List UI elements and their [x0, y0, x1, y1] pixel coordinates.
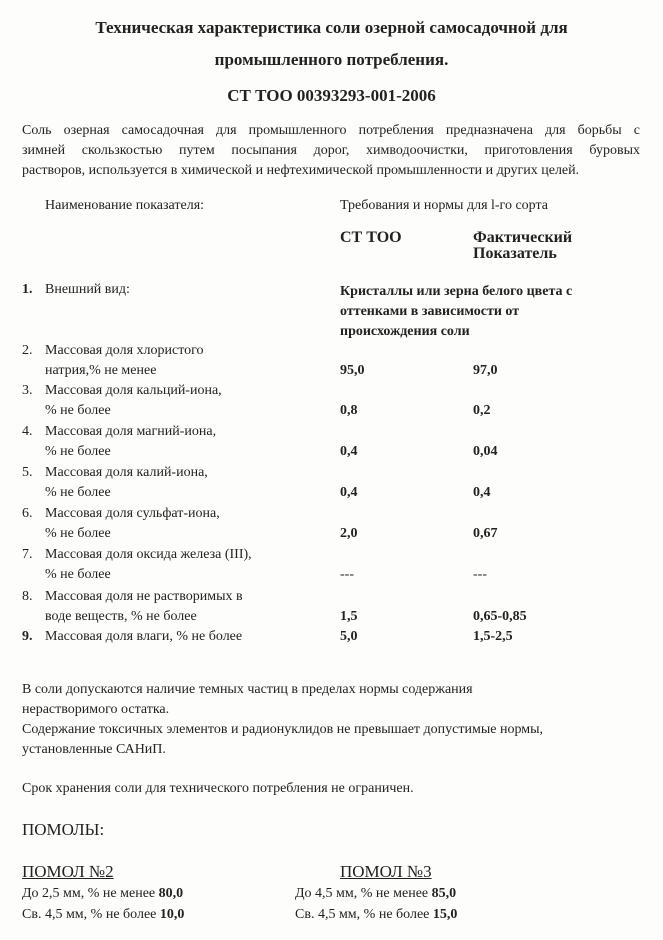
row-std: 0,8 [340, 403, 358, 418]
grind-2-line-1: До 2,5 мм, % не менее 80,0 [22, 884, 183, 904]
grind-value: 85,0 [431, 886, 457, 901]
row-actual: 0,67 [473, 526, 498, 541]
column-actual-2: Показатель [473, 245, 557, 262]
row-number: 7. [22, 547, 33, 562]
storage-note: Срок хранения соли для технического потр… [22, 781, 414, 796]
row-std: 2,0 [340, 526, 358, 541]
row-actual: --- [473, 567, 487, 582]
header-name: Наименование показателя: [45, 198, 205, 213]
row-name: % не более [45, 485, 111, 500]
column-standard: СТ ТОО [340, 229, 402, 246]
row-number: 8. [22, 589, 33, 604]
grind-value: 15,0 [432, 907, 458, 922]
grind-3-line-1: До 4,5 мм, % не менее 85,0 [295, 884, 456, 904]
row-name: Массовая доля магний-иона, [45, 424, 217, 439]
row-name: Массовая доля оксида железа (III), [45, 547, 252, 562]
row-number: 1. [22, 282, 33, 297]
grind-3-line-2: Св. 4,5 мм, % не более 15,0 [295, 905, 457, 925]
row-number: 6. [22, 506, 33, 521]
row-name: Массовая доля калий-иона, [45, 465, 208, 480]
column-actual-1: Фактический [473, 229, 573, 246]
grind-text: До 2,5 мм, % не менее [22, 886, 159, 901]
note-line: нерастворимого остатка. [22, 702, 170, 717]
grind-2-line-2: Св. 4,5 мм, % не более 10,0 [22, 905, 184, 925]
row-name: Внешний вид: [45, 282, 130, 297]
grind-text: До 4,5 мм, % не менее [295, 886, 432, 901]
row-name: Массовая доля кальций-иона, [45, 383, 222, 398]
row-actual: 0,2 [473, 403, 491, 418]
row-number: 3. [22, 383, 33, 398]
row-value: оттенками в зависимости от [340, 304, 520, 319]
row-name: % не более [45, 567, 111, 582]
header-requirements: Требования и нормы для l-го сорта [340, 198, 548, 213]
row-std: 5,0 [340, 629, 358, 644]
row-actual: 1,5-2,5 [473, 629, 513, 644]
grind-value: 80,0 [158, 886, 184, 901]
row-name: Массовая доля сульфат-иона, [45, 506, 220, 521]
row-actual: 0,4 [473, 485, 491, 500]
row-name: Массовая доля не растворимых в [45, 589, 243, 604]
row-number: 4. [22, 424, 33, 439]
intro-line-2: зимней скользкостью путем посыпания доро… [22, 143, 640, 158]
row-actual: 0,04 [473, 444, 498, 459]
row-std: 95,0 [340, 363, 365, 378]
grind-value: 10,0 [159, 907, 185, 922]
grind-2-title: ПОМОЛ №2 [22, 862, 114, 881]
row-number: 9. [22, 629, 33, 644]
grind-3-title: ПОМОЛ №3 [340, 862, 432, 881]
row-std: 1,5 [340, 609, 358, 624]
grinds-heading: ПОМОЛЫ: [22, 820, 105, 839]
row-value: Кристаллы или зерна белого цвета с [340, 284, 573, 299]
row-name: воде веществ, % не более [45, 609, 197, 624]
note-line: Содержание токсичных элементов и радиону… [22, 722, 544, 737]
row-name: натрия,% не менее [45, 363, 157, 378]
grind-text: Св. 4,5 мм, % не более [295, 907, 433, 922]
note-line: В соли допускаются наличие темных частиц… [22, 682, 473, 697]
intro-line-3: растворов, используется в химической и н… [22, 163, 580, 178]
row-actual: 97,0 [473, 363, 498, 378]
note-line: установленные САНиП. [22, 742, 166, 757]
row-std: 0,4 [340, 444, 358, 459]
row-std: --- [340, 567, 354, 582]
row-number: 5. [22, 465, 33, 480]
row-name: % не более [45, 444, 111, 459]
row-actual: 0,65-0,85 [473, 609, 527, 624]
row-number: 2. [22, 343, 33, 358]
intro-line-1: Соль озерная самосадочная для промышленн… [22, 123, 640, 138]
row-value: происхождения соли [340, 324, 470, 339]
row-name: % не более [45, 403, 111, 418]
grind-text: Св. 4,5 мм, % не более [22, 907, 160, 922]
row-name: % не более [45, 526, 111, 541]
row-name: Массовая доля хлористого [45, 343, 204, 358]
row-name: Массовая доля влаги, % не более [45, 629, 243, 644]
standard-code: СТ ТОО 00393293-001-2006 [227, 86, 436, 105]
title-line-1: Техническая характеристика соли озерной … [95, 18, 568, 37]
title-line-2: промышленного потребления. [214, 50, 449, 69]
row-std: 0,4 [340, 485, 358, 500]
